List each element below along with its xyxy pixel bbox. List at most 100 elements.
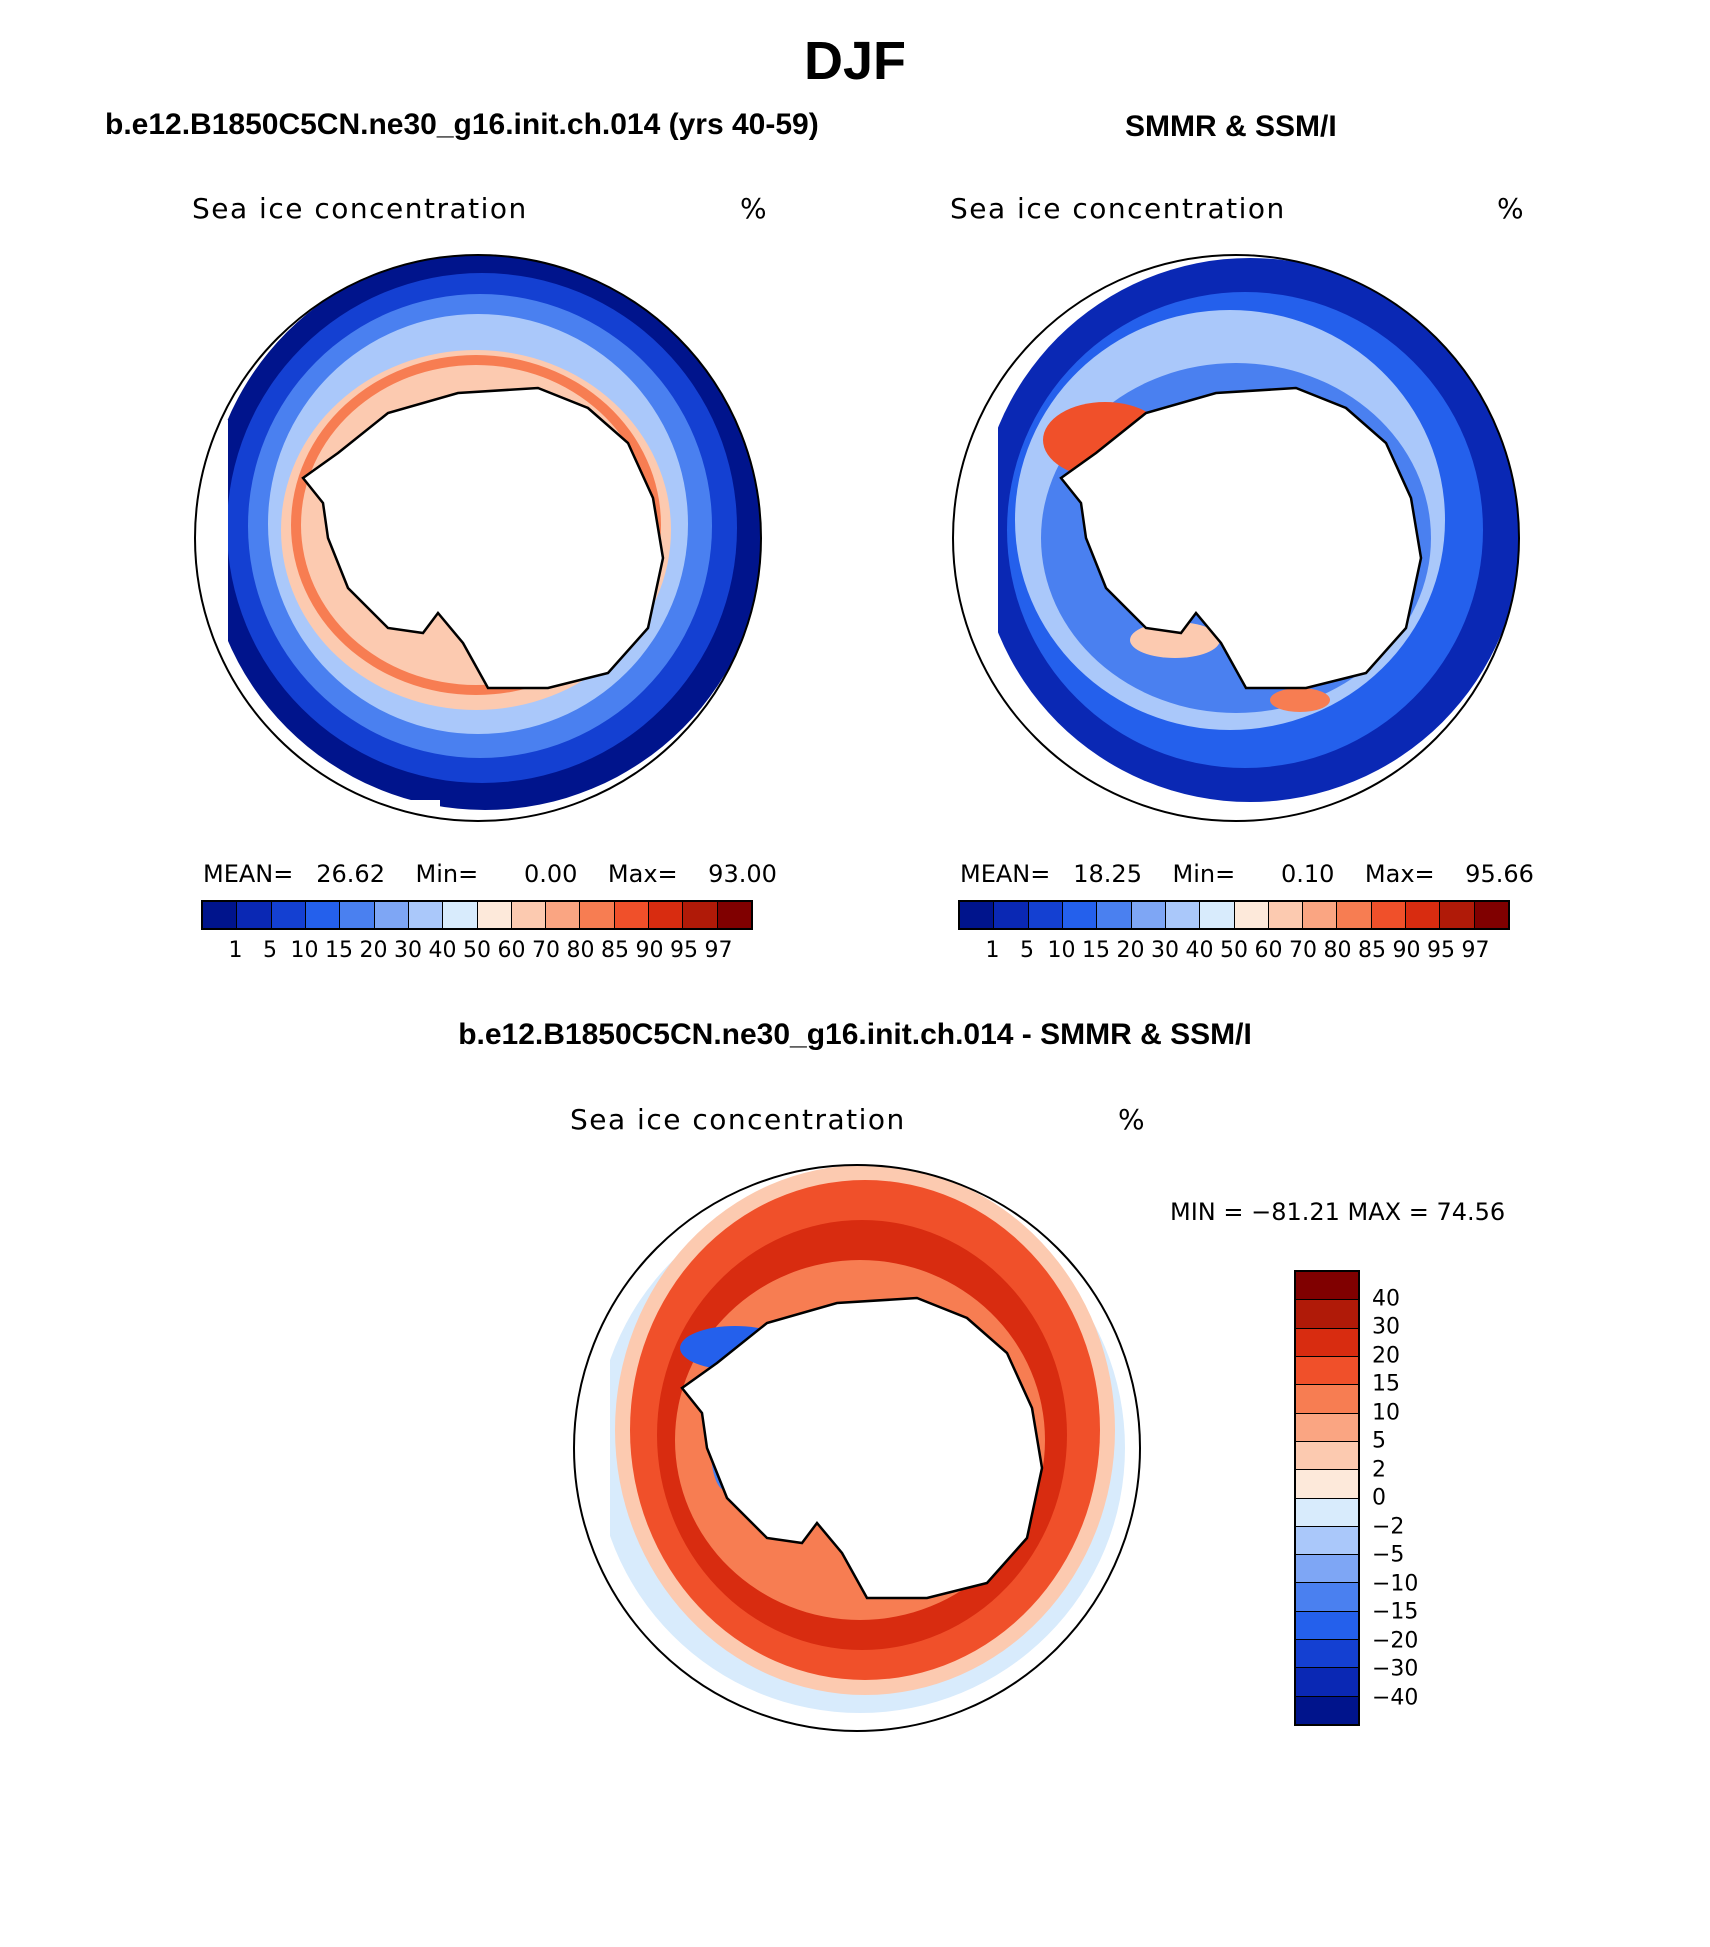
model-colorbar-tick-label: 95 — [670, 938, 698, 963]
obs-colorbar-tick-label: 1 — [985, 938, 1000, 963]
diff-units-label: % — [1118, 1103, 1147, 1136]
obs-colorbar-swatch — [1234, 902, 1269, 928]
obs-mean-value: 18.25 — [1073, 860, 1142, 888]
diff-colorbar-swatch — [1296, 1413, 1358, 1442]
obs-colorbar-swatch — [1303, 902, 1338, 928]
obs-variable-label: Sea ice concentration — [950, 192, 1286, 225]
model-colorbar-swatch — [305, 902, 341, 928]
model-units-label: % — [740, 192, 769, 225]
diff-colorbar-swatch — [1296, 1498, 1358, 1527]
diff-variable-label: Sea ice concentration — [570, 1103, 906, 1136]
diff-colorbar-swatch — [1296, 1356, 1358, 1386]
model-colorbar-tick-label: 70 — [532, 938, 560, 963]
obs-stats: MEAN= 18.25 Min= 0.10 Max= 95.66 — [960, 860, 1534, 888]
obs-colorbar-tick-label: 80 — [1323, 938, 1352, 963]
diff-colorbar-tick-label: 2 — [1372, 1457, 1386, 1482]
obs-colorbar-swatch — [1371, 902, 1407, 928]
obs-colorbar-tick-label: 60 — [1254, 938, 1283, 963]
diff-colorbar-swatch — [1296, 1696, 1358, 1724]
obs-colorbar-tick-label: 10 — [1047, 938, 1076, 963]
model-colorbar-swatch — [546, 902, 581, 928]
model-colorbar-tick-label: 15 — [325, 938, 353, 963]
diff-panel-title: b.e12.B1850C5CN.ne30_g16.init.ch.014 - S… — [458, 1018, 1252, 1051]
obs-units-label: % — [1497, 192, 1526, 225]
obs-colorbar-swatch — [1028, 902, 1063, 928]
obs-colorbar-tick-label: 95 — [1427, 938, 1455, 963]
diff-colorbar-tick-label: −2 — [1372, 1514, 1405, 1539]
model-colorbar-tick-label: 60 — [497, 938, 526, 963]
obs-min-label: Min= — [1172, 860, 1236, 888]
model-mean-value: 26.62 — [316, 860, 385, 888]
model-colorbar-tick-label: 90 — [635, 938, 664, 963]
model-colorbar-ticks: 1 5 10 15 20 30 40 50 60 70 80 85 90 95 97 — [201, 938, 753, 966]
diff-colorbar-swatch — [1296, 1668, 1358, 1697]
diff-colorbar-swatch — [1296, 1611, 1358, 1641]
obs-colorbar-tick-label: 40 — [1185, 938, 1214, 963]
model-max-value: 93.00 — [708, 860, 777, 888]
model-colorbar-tick-label: 85 — [601, 938, 629, 963]
obs-colorbar-tick-label: 90 — [1392, 938, 1421, 963]
obs-colorbar-swatch — [1131, 902, 1166, 928]
diff-colorbar-swatch — [1296, 1470, 1358, 1499]
model-colorbar-tick-label: 10 — [290, 938, 319, 963]
obs-colorbar-tick-label: 97 — [1461, 938, 1490, 963]
obs-colorbar — [958, 900, 1510, 930]
obs-colorbar-tick-label: 85 — [1358, 938, 1386, 963]
obs-colorbar-tick-label: 15 — [1082, 938, 1110, 963]
diff-colorbar-swatch — [1296, 1441, 1358, 1471]
model-variable-label: Sea ice concentration — [192, 192, 528, 225]
obs-colorbar-tick-label: 5 — [1020, 938, 1034, 963]
model-colorbar-tick-label: 40 — [428, 938, 457, 963]
obs-colorbar-swatch — [960, 902, 995, 928]
diff-colorbar-swatch — [1296, 1555, 1358, 1584]
model-colorbar-tick-label: 5 — [263, 938, 277, 963]
diff-colorbar-swatch — [1296, 1640, 1358, 1669]
obs-mean-label: MEAN= — [960, 860, 1051, 888]
model-min-label: Min= — [415, 860, 479, 888]
model-colorbar-swatch — [443, 902, 478, 928]
model-stats: MEAN= 26.62 Min= 0.00 Max= 93.00 — [203, 860, 777, 888]
diff-colorbar-tick-label: 15 — [1372, 1371, 1400, 1397]
diff-colorbar-tick-label: −40 — [1372, 1685, 1419, 1710]
obs-colorbar-swatch — [1200, 902, 1235, 928]
obs-colorbar-swatch — [1337, 902, 1372, 928]
obs-colorbar-swatch — [994, 902, 1029, 928]
diff-colorbar-tick-label: −30 — [1372, 1656, 1419, 1682]
diff-colorbar-swatch — [1296, 1300, 1358, 1329]
model-max-label: Max= — [607, 860, 678, 888]
obs-colorbar-swatch — [1474, 902, 1508, 928]
difference-map — [573, 1164, 1141, 1732]
model-colorbar-tick-label: 1 — [228, 938, 243, 963]
obs-colorbar-swatch — [1062, 902, 1098, 928]
model-concentration-map — [194, 254, 762, 822]
model-colorbar-swatch — [717, 902, 751, 928]
diff-colorbar-tick-label: −10 — [1372, 1571, 1419, 1596]
model-colorbar — [201, 900, 753, 930]
obs-colorbar-swatch — [1406, 902, 1441, 928]
model-colorbar-swatch — [511, 902, 547, 928]
model-colorbar-tick-label: 50 — [463, 938, 491, 963]
diff-colorbar-tick-label: 5 — [1372, 1428, 1386, 1454]
obs-colorbar-tick-label: 50 — [1220, 938, 1248, 963]
model-colorbar-swatch — [580, 902, 615, 928]
diff-colorbar-tick-label: 40 — [1372, 1286, 1400, 1311]
model-colorbar-tick-label: 20 — [359, 938, 388, 963]
model-colorbar-swatch — [237, 902, 272, 928]
model-panel-title: b.e12.B1850C5CN.ne30_g16.init.ch.014 (yr… — [105, 108, 819, 141]
model-colorbar-swatch — [340, 902, 375, 928]
diff-colorbar-tick-label: −20 — [1372, 1628, 1419, 1653]
model-colorbar-tick-label: 80 — [566, 938, 595, 963]
model-colorbar-swatch — [477, 902, 512, 928]
model-colorbar-swatch — [408, 902, 444, 928]
diff-colorbar-tick-label: −15 — [1372, 1599, 1419, 1625]
obs-colorbar-swatch — [1165, 902, 1201, 928]
diff-colorbar-swatch — [1296, 1583, 1358, 1612]
model-colorbar-swatch — [374, 902, 409, 928]
obs-colorbar-tick-label: 20 — [1116, 938, 1145, 963]
diff-minmax-text: MIN = −81.21 MAX = 74.56 — [1170, 1198, 1506, 1226]
diff-colorbar-swatch — [1296, 1328, 1358, 1357]
diff-colorbar-tick-label: 10 — [1372, 1400, 1400, 1425]
obs-concentration-map — [952, 254, 1520, 822]
obs-colorbar-swatch — [1097, 902, 1132, 928]
